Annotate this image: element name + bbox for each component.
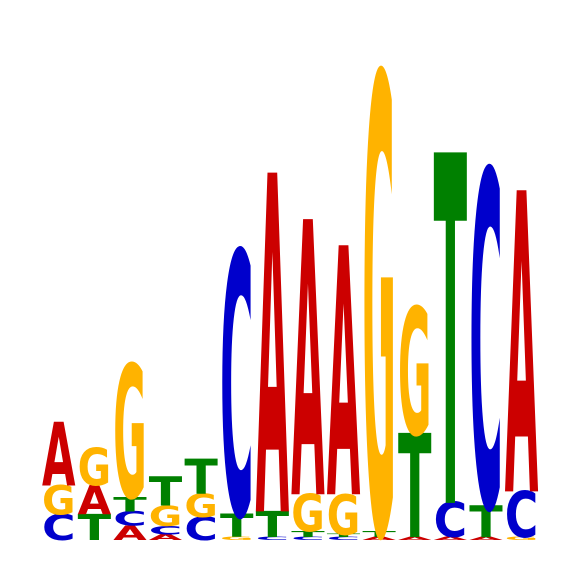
- base-A-glyph: A: [78, 477, 111, 524]
- base-A-glyph: A: [505, 109, 539, 566]
- base-A-glyph: A: [291, 146, 325, 566]
- logo-column-14: GCA: [505, 109, 539, 566]
- logo-column-5: CGT: [184, 451, 218, 548]
- base-A-glyph: A: [149, 533, 182, 542]
- base-G-glyph: G: [184, 488, 217, 525]
- logo-column-10: ATG: [362, 0, 396, 566]
- base-G-glyph: G: [42, 479, 75, 524]
- base-A-glyph: A: [327, 179, 360, 566]
- base-T-glyph: T: [220, 508, 254, 545]
- base-C-glyph: C: [184, 511, 218, 548]
- base-C-glyph: C: [327, 536, 361, 541]
- base-A-glyph: A: [362, 536, 396, 541]
- logo-column-12: ACT: [434, 57, 468, 566]
- base-C-glyph: C: [113, 508, 146, 531]
- base-G-glyph: G: [78, 438, 111, 498]
- base-T-glyph: T: [113, 493, 147, 516]
- base-G-glyph: G: [113, 329, 146, 542]
- base-A-glyph: A: [42, 406, 76, 507]
- base-T-glyph: T: [434, 57, 468, 566]
- base-G-glyph: G: [362, 0, 395, 566]
- base-T-glyph: T: [362, 530, 396, 539]
- base-G-glyph: G: [398, 272, 431, 476]
- base-T-glyph: T: [149, 469, 183, 515]
- base-G-glyph: G: [149, 501, 182, 533]
- base-T-glyph: T: [469, 497, 503, 548]
- base-T-glyph: T: [291, 530, 325, 539]
- base-T-glyph: T: [184, 451, 217, 506]
- base-A-glyph: A: [398, 536, 432, 541]
- logo-column-13: ATC: [469, 79, 503, 566]
- base-C-glyph: C: [220, 179, 254, 566]
- base-A-glyph: A: [469, 536, 503, 541]
- base-G-glyph: G: [327, 483, 360, 548]
- base-C-glyph: C: [256, 536, 290, 541]
- base-C-glyph: C: [149, 523, 183, 537]
- base-A-glyph: A: [113, 522, 146, 545]
- base-A-glyph: A: [256, 81, 290, 566]
- logo-column-1: CGA: [42, 406, 76, 549]
- base-C-glyph: C: [434, 494, 468, 549]
- base-C-glyph: C: [469, 79, 503, 566]
- logo-column-2: TAG: [78, 438, 112, 549]
- base-C-glyph: C: [291, 536, 325, 541]
- base-T-glyph: T: [78, 508, 112, 550]
- logo-column-7: CTA: [256, 81, 290, 566]
- base-C-glyph: C: [505, 480, 539, 554]
- base-G-glyph: G: [220, 536, 253, 541]
- logo-column-11: ATG: [398, 272, 432, 566]
- logo-column-6: GTC: [220, 179, 254, 566]
- base-T-glyph: T: [398, 406, 432, 566]
- base-G-glyph: G: [505, 536, 538, 541]
- base-C-glyph: C: [42, 507, 75, 549]
- base-T-glyph: T: [327, 534, 361, 539]
- base-G-glyph: G: [291, 484, 324, 544]
- base-T-glyph: T: [256, 505, 290, 547]
- base-A-glyph: A: [434, 536, 468, 541]
